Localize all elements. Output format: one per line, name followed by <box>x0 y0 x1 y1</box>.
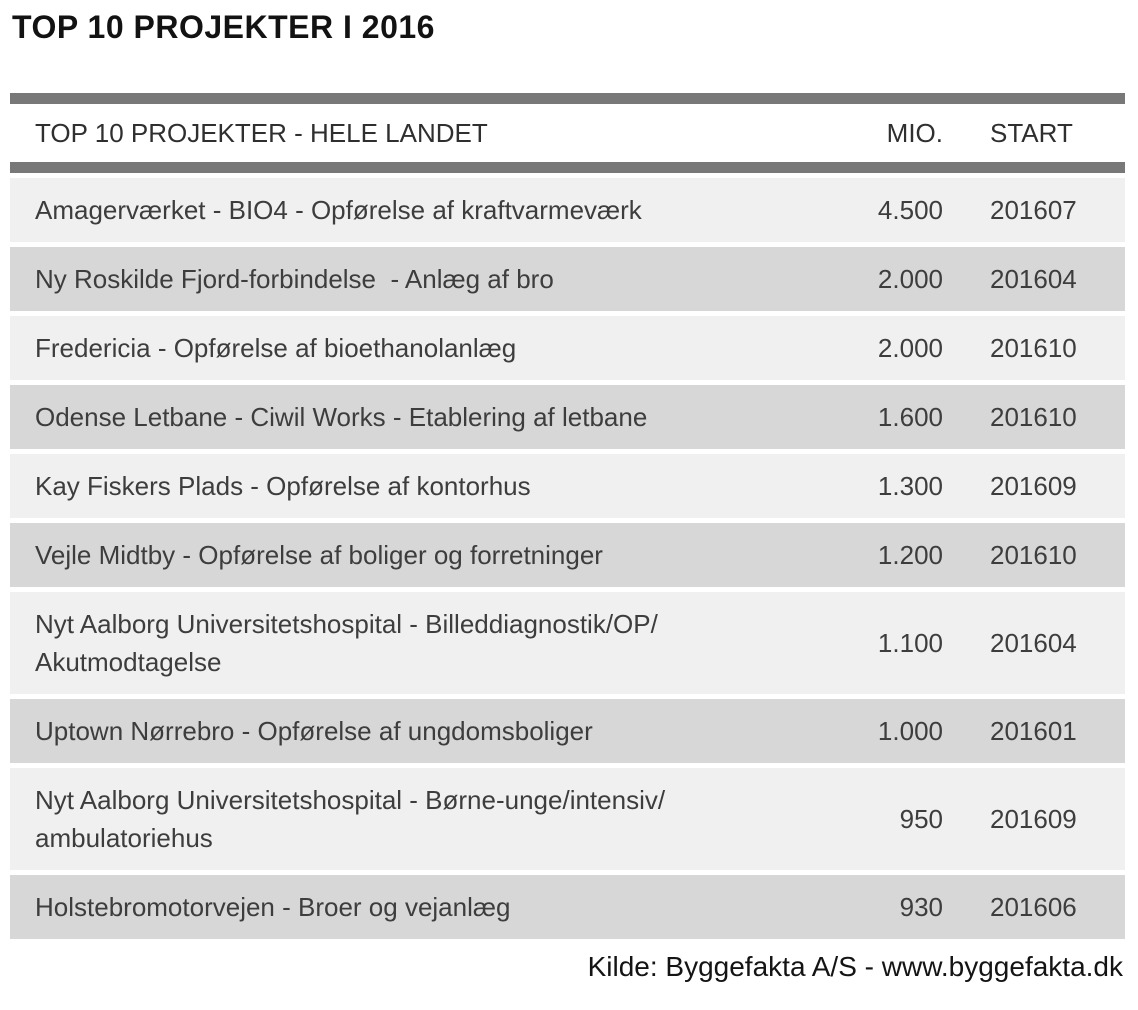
start-value: 201610 <box>990 539 1077 570</box>
start-value: 201610 <box>990 401 1077 432</box>
table-row: Holstebromotorvejen - Broer og vejanlæg … <box>10 875 1125 939</box>
start-value: 201601 <box>990 715 1077 746</box>
table-row: Ny Roskilde Fjord-forbindelse - Anlæg af… <box>10 247 1125 311</box>
header-separator-bar <box>10 162 1125 173</box>
table-row: Amagerværket - BIO4 - Opførelse af kraft… <box>10 178 1125 242</box>
start-value: 201609 <box>990 803 1077 834</box>
table-row: Odense Letbane - Ciwil Works - Etablerin… <box>10 385 1125 449</box>
mio-value: 1.100 <box>877 627 943 658</box>
project-name: Nyt Aalborg Universitetshospital - Bille… <box>35 609 658 677</box>
start-value: 201604 <box>990 627 1077 658</box>
header-project-column: TOP 10 PROJEKTER - HELE LANDET <box>35 117 488 148</box>
source-attribution: Kilde: Byggefakta A/S - www.byggefakta.d… <box>587 951 1123 982</box>
project-name: Nyt Aalborg Universitetshospital - Børne… <box>35 785 666 853</box>
mio-value: 950 <box>899 803 943 834</box>
start-value: 201609 <box>990 470 1077 501</box>
start-value: 201607 <box>990 194 1077 225</box>
project-name: Amagerværket - BIO4 - Opførelse af kraft… <box>35 195 642 225</box>
table-row: Nyt Aalborg Universitetshospital - Bille… <box>10 592 1125 694</box>
header-mio-column: MIO. <box>886 117 943 148</box>
top-separator-bar <box>10 93 1125 104</box>
mio-value: 1.200 <box>877 539 943 570</box>
project-name: Fredericia - Opførelse af bioethanolanlæ… <box>35 333 517 363</box>
header-start-column: START <box>990 117 1073 148</box>
table-row: Uptown Nørrebro - Opførelse af ungdomsbo… <box>10 699 1125 763</box>
table-row: Vejle Midtby - Opførelse af boliger og f… <box>10 523 1125 587</box>
project-name: Vejle Midtby - Opførelse af boliger og f… <box>35 540 603 570</box>
table-body: Amagerværket - BIO4 - Opførelse af kraft… <box>10 178 1125 939</box>
start-value: 201606 <box>990 891 1077 922</box>
start-value: 201610 <box>990 332 1077 363</box>
project-name: Ny Roskilde Fjord-forbindelse - Anlæg af… <box>35 264 554 294</box>
table-header-row: TOP 10 PROJEKTER - HELE LANDET MIO. STAR… <box>10 104 1125 162</box>
mio-value: 930 <box>899 891 943 922</box>
project-name: Odense Letbane - Ciwil Works - Etablerin… <box>35 402 648 432</box>
mio-value: 2.000 <box>877 263 943 294</box>
page-title: TOP 10 PROJEKTER I 2016 <box>12 9 435 45</box>
project-name: Kay Fiskers Plads - Opførelse af kontorh… <box>35 471 531 501</box>
project-name: Uptown Nørrebro - Opførelse af ungdomsbo… <box>35 716 593 746</box>
mio-value: 1.600 <box>877 401 943 432</box>
mio-value: 4.500 <box>877 194 943 225</box>
start-value: 201604 <box>990 263 1077 294</box>
table-row: Kay Fiskers Plads - Opførelse af kontorh… <box>10 454 1125 518</box>
table-row: Fredericia - Opførelse af bioethanolanlæ… <box>10 316 1125 380</box>
table-row: Nyt Aalborg Universitetshospital - Børne… <box>10 768 1125 870</box>
mio-value: 1.300 <box>877 470 943 501</box>
mio-value: 1.000 <box>877 715 943 746</box>
mio-value: 2.000 <box>877 332 943 363</box>
project-name: Holstebromotorvejen - Broer og vejanlæg <box>35 892 511 922</box>
